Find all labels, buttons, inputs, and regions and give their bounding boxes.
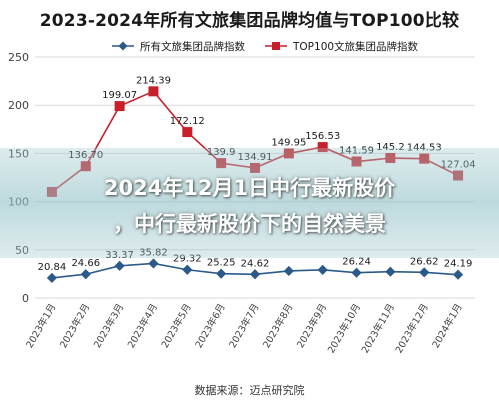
point-marker (182, 127, 193, 138)
data-label: 214.39 (136, 75, 171, 86)
point-marker (182, 264, 193, 275)
x-axis-ticks: 2023年1月 2023年2月 2023年3月 2023年4月 2023年5月 2023年… (24, 302, 465, 356)
point-marker (80, 269, 91, 280)
chart-title: 2023-2024年所有文旅集团品牌均值与TOP100比较 (39, 11, 460, 31)
x-tick-label: 2024年1月 (430, 302, 465, 351)
data-label: 172.12 (170, 116, 205, 127)
data-label: 145.2 (376, 142, 405, 153)
data-label: 25.25 (207, 258, 236, 269)
point-marker (419, 267, 430, 278)
point-marker (283, 265, 294, 277)
data-label: 29.32 (173, 254, 202, 265)
overlay-subheadline: ，中行最新股价下的自然美景 (113, 212, 386, 236)
legend-marker (118, 41, 128, 51)
point-marker (249, 269, 261, 280)
x-tick-label: 2023年3月 (91, 302, 126, 351)
x-tick-label: 2023年7月 (227, 302, 262, 351)
x-tick-label: 2023年5月 (159, 302, 194, 351)
data-label: 24.19 (444, 259, 473, 270)
data-label: 149.95 (271, 137, 306, 148)
x-tick-label: 2023年11月 (359, 302, 397, 356)
point-marker (46, 272, 58, 284)
data-label: 24.66 (71, 258, 100, 269)
overlay-banner (0, 148, 499, 258)
point-marker (317, 264, 328, 275)
point-marker (452, 269, 464, 280)
data-label: 26.62 (410, 256, 439, 267)
x-tick-label: 2023年10月 (325, 302, 363, 356)
source-note: 数据来源：迈点研究院 (194, 384, 305, 397)
x-tick-label: 2023年9月 (294, 302, 329, 351)
y-tick-label: 250 (8, 51, 29, 64)
x-tick-label: 2023年1月 (24, 302, 59, 351)
x-tick-label: 2023年2月 (57, 302, 92, 351)
point-marker (114, 260, 125, 271)
data-label: 156.53 (305, 131, 340, 142)
point-marker (216, 268, 227, 279)
legend-label: TOP100文旅集团品牌指数 (292, 40, 419, 53)
point-marker (317, 142, 328, 153)
point-marker (148, 86, 159, 97)
legend-label: 所有文旅集团品牌指数 (140, 40, 245, 53)
data-label: 199.07 (102, 90, 137, 101)
data-label: 26.24 (342, 257, 371, 268)
x-tick-label: 2023年12月 (393, 302, 431, 356)
data-label: 24.62 (241, 258, 270, 269)
y-tick-label: 0 (22, 292, 29, 305)
x-tick-label: 2023年6月 (193, 302, 228, 351)
legend: 所有文旅集团品牌指数 TOP100文旅集团品牌指数 (112, 40, 419, 53)
overlay-headline: 2024年12月1日中行最新股价 (103, 176, 396, 200)
data-label: 20.84 (38, 262, 67, 273)
y-tick-label: 200 (8, 99, 29, 112)
legend-marker (272, 42, 280, 50)
x-tick-label: 2023年4月 (125, 302, 160, 351)
point-marker (351, 267, 362, 278)
point-marker (385, 266, 396, 277)
x-tick-label: 2023年8月 (260, 302, 295, 351)
point-marker (148, 258, 159, 269)
point-marker (114, 101, 125, 112)
